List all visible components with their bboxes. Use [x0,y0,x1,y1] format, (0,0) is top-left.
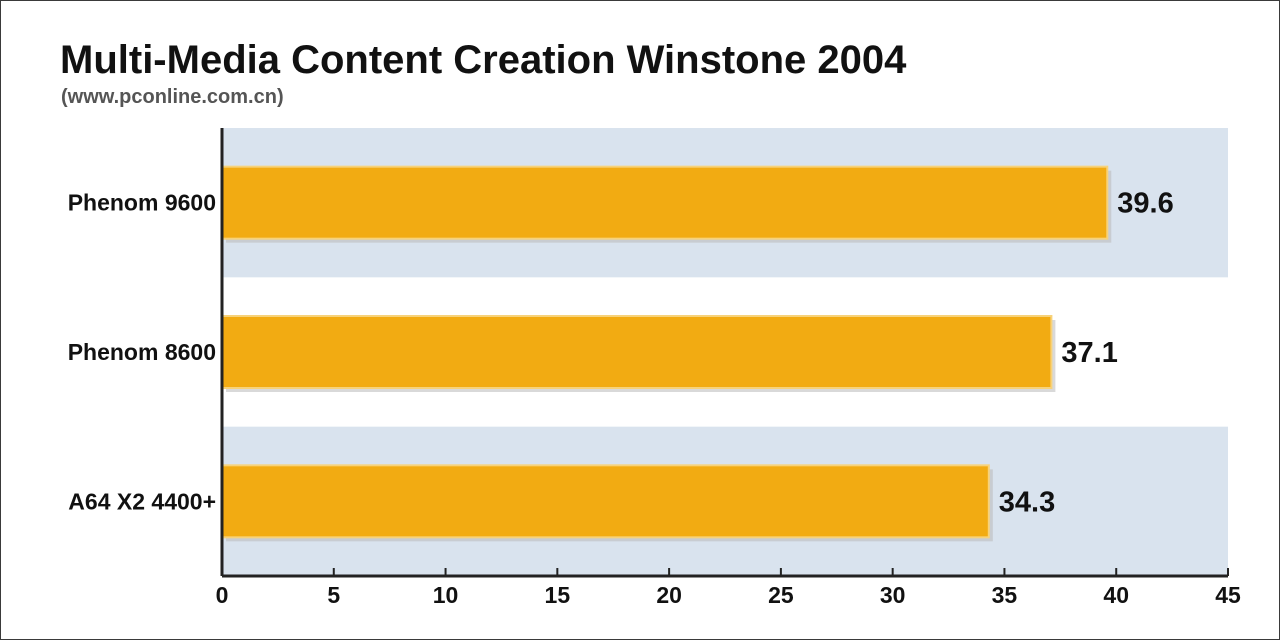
x-tick-label: 10 [433,582,459,608]
x-tick-label: 0 [216,582,229,608]
axes [220,128,1229,578]
x-tick-label: 40 [1103,582,1129,608]
value-label: 39.6 [1117,188,1173,220]
chart-subtitle: (www.pconline.com.cn) [61,86,284,108]
labels: 39.6 Phenom 9600 37.1 Phenom 8600 34.3 A64 X2… [68,188,1241,608]
value-label: 37.1 [1061,337,1117,369]
x-tick-label: 30 [880,582,906,608]
x-tick-label: 20 [656,582,682,608]
bar [221,464,990,539]
x-tick-label: 35 [992,582,1018,608]
bar [221,165,1109,240]
chart-title: Multi-Media Content Creation Winstone 20… [60,38,907,82]
category-label: A64 X2 4400+ [68,488,216,514]
category-label: Phenom 8600 [68,339,216,365]
x-tick-label: 5 [327,582,340,608]
bar [221,315,1053,389]
x-tick-label: 25 [768,582,794,608]
bars [221,165,1112,542]
category-label: Phenom 9600 [68,190,216,216]
x-tick-label: 45 [1215,582,1241,608]
value-label: 34.3 [999,486,1055,518]
x-tick-label: 15 [545,582,571,608]
